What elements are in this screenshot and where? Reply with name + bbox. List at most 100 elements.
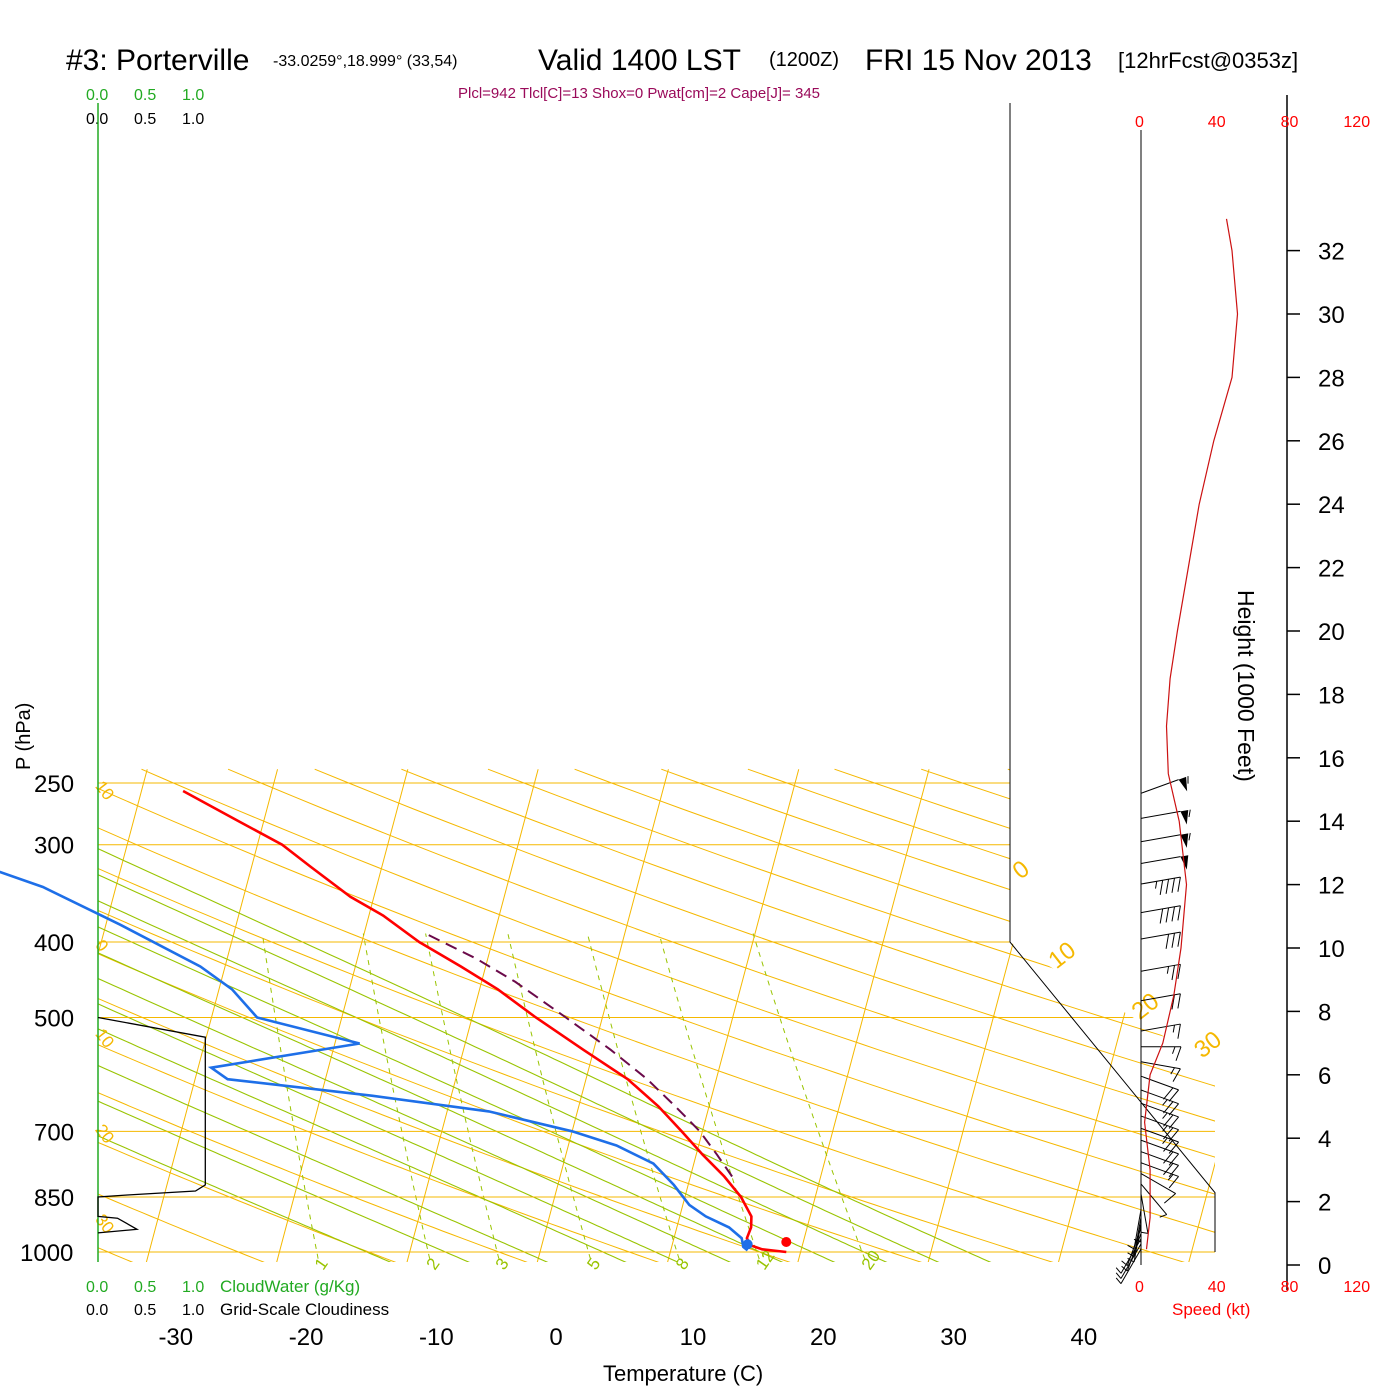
wind-barb-half-feather [1115, 1272, 1122, 1279]
mixing-ratio-label: 8 [672, 1255, 693, 1274]
dry-adiabat-line [98, 768, 1215, 1262]
wind-barb-feather [1171, 994, 1175, 1010]
height-tick-label: 28 [1318, 365, 1345, 392]
cloudwater-tick: 0.5 [134, 87, 156, 104]
moist-adiabat-line [98, 768, 797, 1262]
isotherm-line [535, 769, 669, 1262]
wind-barb-staff [1126, 1233, 1142, 1272]
dry-adiabat-line [314, 768, 1215, 1262]
wind-barb [1133, 1201, 1142, 1243]
moist-adiabat-line [98, 768, 484, 1262]
zulu-time: (1200Z) [769, 49, 839, 71]
wind-barb-staff [1120, 1248, 1142, 1284]
dry-adiabat-line [0, 769, 16, 1268]
wind-barb-half-feather [1133, 1238, 1142, 1243]
wind-barb-feather [1168, 1141, 1179, 1154]
dry-adiabat-label: 30 [91, 1210, 118, 1237]
wind-barb [1140, 776, 1189, 794]
dry-adiabat-line [98, 768, 941, 1262]
wind-barb-half-feather [1127, 1244, 1135, 1250]
wind-barb-staff [1140, 1115, 1179, 1131]
moist-adiabat-line [98, 768, 901, 1262]
pressure-axis: 250 300 400 500 700 850 1000 [20, 771, 74, 1267]
wind-barb-feather [1159, 908, 1164, 924]
wind-barb-feather [1172, 1068, 1181, 1082]
wind-barb [1140, 876, 1181, 895]
wind-barb-feather [1163, 1127, 1174, 1140]
height-tick-label: 10 [1318, 936, 1345, 963]
dry-adiabat-label: 10 [91, 1025, 118, 1052]
y-axis-label: P (hPa) [13, 703, 35, 770]
wind-barb-staff [1140, 931, 1181, 940]
wind-barb-feather [1163, 1193, 1176, 1204]
wind-barb-half-feather [1188, 809, 1191, 818]
wind-barb-half-feather [1115, 1267, 1122, 1274]
height-tick-label: 12 [1318, 873, 1345, 900]
cloudiness-tick: 0.0 [86, 1302, 108, 1319]
wind-barb-half-feather [1121, 1265, 1128, 1272]
wind-barb-half-feather [1127, 1252, 1135, 1257]
wind-barb [1140, 1115, 1179, 1142]
wind-barb-feather [1163, 1162, 1174, 1176]
pressure-tick-label: 400 [34, 930, 74, 957]
moist-adiabat-line [98, 768, 953, 1262]
wind-barb-feather [1177, 964, 1181, 980]
speed-tick-bottom: 0 [1135, 1279, 1144, 1296]
height-tick-label: 0 [1318, 1253, 1331, 1280]
wind-barb-half-feather [1188, 832, 1191, 841]
dewpoint-line [0, 870, 749, 1252]
wind-barb [1127, 1209, 1142, 1250]
wind-panel [1140, 95, 1288, 1290]
mixing-ratio-label: 2 [423, 1255, 444, 1274]
moist-adiabat-line [98, 768, 849, 1262]
wind-barb [1127, 1217, 1142, 1257]
wind-barb-staff [1140, 856, 1181, 865]
dry-adiabat-label: 10 [1043, 937, 1081, 975]
cloudiness-label: Grid-Scale Cloudiness [220, 1300, 389, 1319]
mixing-ratio-label: 5 [583, 1255, 604, 1274]
wind-barb-feather [1165, 907, 1170, 923]
isotherm-line [274, 769, 409, 1262]
mixing-ratio-line [362, 933, 433, 1262]
wind-barb-feather [1177, 877, 1181, 892]
isotherm-line [1186, 769, 1215, 1262]
wind-barb-half-feather [1162, 1112, 1168, 1119]
wind-barb-half-feather [1159, 1214, 1167, 1218]
speed-tick-top: 40 [1208, 114, 1226, 131]
pressure-tick-label: 250 [34, 771, 74, 798]
wind-barb-staff [1140, 1075, 1179, 1091]
moist-adiabat-line [98, 768, 745, 1262]
isotherm-line [0, 769, 17, 1268]
wind-barb-flag [1180, 833, 1189, 848]
plot-border [1009, 103, 1216, 1252]
isotherm-lines [0, 769, 1215, 1268]
wind-barb-flag [1178, 776, 1188, 792]
wind-barb [1127, 1222, 1142, 1263]
dry-adiabat-line [227, 768, 1215, 1262]
wind-barb-feather [1171, 906, 1175, 922]
height-tick-label: 6 [1318, 1063, 1331, 1090]
wind-barb [1140, 931, 1181, 949]
temperature-tick-label: 30 [940, 1324, 967, 1351]
height-tick-label: 26 [1318, 429, 1345, 456]
wind-barb-feather [1171, 878, 1175, 893]
height-tick-label: 16 [1318, 746, 1345, 773]
wind-barb [1140, 963, 1181, 981]
wind-barb [1140, 1183, 1168, 1218]
wind-barb [1121, 1233, 1142, 1272]
mixing-ratio-label: 1 [311, 1255, 332, 1274]
dry-adiabat-line [487, 768, 1215, 1262]
dry-adiabat-lines [0, 768, 1215, 1268]
dry-adiabat-line [98, 768, 1205, 1262]
height-tick-label: 4 [1318, 1126, 1331, 1153]
temperature-tick-label: -10 [419, 1324, 454, 1351]
temperature-tick-label: 40 [1071, 1324, 1098, 1351]
wind-barb-staff [1140, 1089, 1179, 1105]
wind-barb-feather [1165, 934, 1170, 949]
speed-tick-top: 0 [1135, 114, 1144, 131]
wind-barb [1140, 1151, 1179, 1178]
height-tick-label: 2 [1318, 1190, 1331, 1217]
cloudiness-tick: 1.0 [182, 111, 204, 128]
